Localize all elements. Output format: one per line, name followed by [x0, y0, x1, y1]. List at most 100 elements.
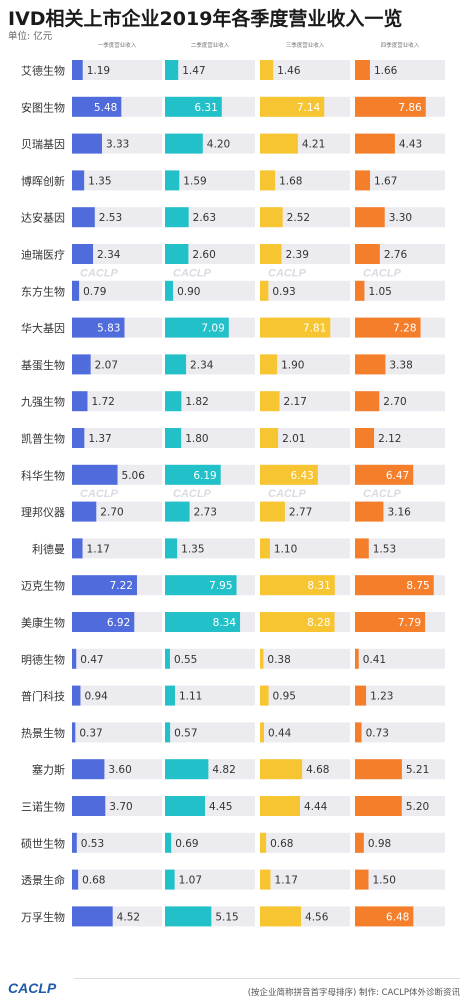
bar-value-label: 1.23: [370, 691, 393, 703]
bar-3: [260, 464, 318, 485]
category-label: 热景生物: [21, 726, 65, 740]
bar-1: [72, 133, 102, 154]
bar-4: [355, 612, 426, 632]
bar-track: [165, 648, 255, 669]
bar-value-label: 2.77: [289, 507, 312, 519]
bar-value-label: 2.70: [383, 396, 406, 408]
category-label: 普门科技: [21, 689, 65, 703]
bar-track: [165, 869, 255, 890]
bar-track: [355, 685, 445, 706]
bar-value-label: 1.07: [179, 875, 202, 887]
bar-value-label: 5.06: [122, 470, 146, 482]
bar-track: [260, 832, 350, 853]
bar-value-label: 1.47: [182, 65, 205, 77]
bar-track: [165, 354, 255, 375]
bar-value-label: 0.98: [368, 838, 391, 850]
bar-value-label: 2.12: [378, 433, 401, 445]
category-label: 透景生命: [21, 873, 65, 887]
bar-value-label: 0.90: [177, 286, 200, 298]
bar-value-label: 4.82: [212, 764, 235, 776]
bar-3: [260, 60, 274, 80]
bar-3: [260, 207, 283, 228]
bar-4: [355, 759, 402, 780]
bar-3: [260, 722, 264, 743]
bar-value-label: 1.05: [368, 286, 391, 298]
bar-1: [72, 869, 79, 890]
bar-1: [72, 244, 94, 264]
bar-2: [165, 133, 203, 154]
bar-1: [72, 391, 88, 412]
bar-value-label: 0.47: [80, 654, 103, 666]
bar-2: [165, 391, 182, 412]
watermark-text: CACLP: [173, 488, 212, 500]
bar-value-label: 7.86: [398, 102, 422, 114]
bar-value-label: 2.60: [192, 249, 215, 261]
bar-value-label: 1.11: [179, 691, 202, 703]
bar-1: [72, 906, 113, 927]
bar-2: [165, 575, 237, 596]
bar-1: [72, 464, 118, 485]
bar-4: [355, 648, 359, 669]
bar-value-label: 0.68: [82, 875, 105, 887]
bar-value-label: 2.07: [95, 359, 118, 371]
bar-value-label: 0.44: [268, 727, 292, 739]
bar-value-label: 4.44: [304, 801, 328, 813]
bar-value-label: 0.73: [366, 727, 389, 739]
bar-value-label: 3.60: [108, 764, 131, 776]
bar-track: [165, 685, 255, 706]
bar-track: [260, 170, 350, 191]
bar-2: [165, 317, 229, 338]
bar-1: [72, 796, 106, 816]
bar-track: [355, 722, 445, 743]
bar-4: [355, 869, 369, 890]
series-header-1: 一季度营业收入: [98, 41, 137, 49]
watermark-text: CACLP: [268, 488, 307, 500]
watermark-text: CACLP: [363, 267, 402, 279]
bar-4: [355, 428, 375, 448]
bar-track: [355, 60, 445, 80]
bar-3: [260, 612, 335, 632]
bar-value-label: 0.53: [81, 838, 104, 850]
bar-track: [355, 170, 445, 191]
bar-1: [72, 759, 105, 780]
bar-value-label: 8.34: [213, 617, 237, 629]
bar-track: [165, 60, 255, 80]
category-label: 凯普生物: [21, 432, 65, 446]
bar-value-label: 2.63: [193, 212, 216, 224]
bar-value-label: 4.45: [209, 801, 232, 813]
bar-4: [355, 207, 385, 228]
bar-4: [355, 280, 365, 301]
unit-label: 单位: 亿元: [8, 31, 53, 42]
bar-value-label: 3.16: [387, 507, 411, 519]
bar-value-label: 1.90: [281, 359, 304, 371]
bar-1: [72, 170, 85, 191]
bar-4: [355, 796, 402, 816]
bar-track: [165, 391, 255, 412]
bar-value-label: 8.75: [406, 580, 429, 592]
bar-2: [165, 170, 180, 191]
bar-value-label: 4.52: [117, 911, 140, 923]
bar-value-label: 5.20: [406, 801, 429, 813]
bar-value-label: 4.56: [305, 911, 329, 923]
bar-4: [355, 317, 421, 338]
bar-track: [260, 391, 350, 412]
bar-track: [260, 280, 350, 301]
category-label: 科华生物: [21, 468, 65, 482]
watermark-text: CACLP: [268, 267, 307, 279]
bar-value-label: 3.70: [109, 801, 132, 813]
bar-value-label: 5.48: [94, 102, 117, 114]
bar-value-label: 8.31: [307, 580, 330, 592]
bar-4: [355, 464, 414, 485]
bar-value-label: 3.33: [106, 139, 129, 151]
bar-3: [260, 244, 282, 264]
bar-value-label: 1.59: [183, 175, 206, 187]
bar-value-label: 1.35: [88, 175, 111, 187]
bar-3: [260, 759, 303, 780]
bar-1: [72, 832, 77, 853]
bar-1: [72, 354, 91, 375]
series-header-4: 四季度营业收入: [381, 41, 420, 49]
bar-track: [260, 538, 350, 559]
bar-2: [165, 354, 187, 375]
bar-value-label: 2.01: [282, 433, 305, 445]
bar-value-label: 2.73: [194, 507, 217, 519]
